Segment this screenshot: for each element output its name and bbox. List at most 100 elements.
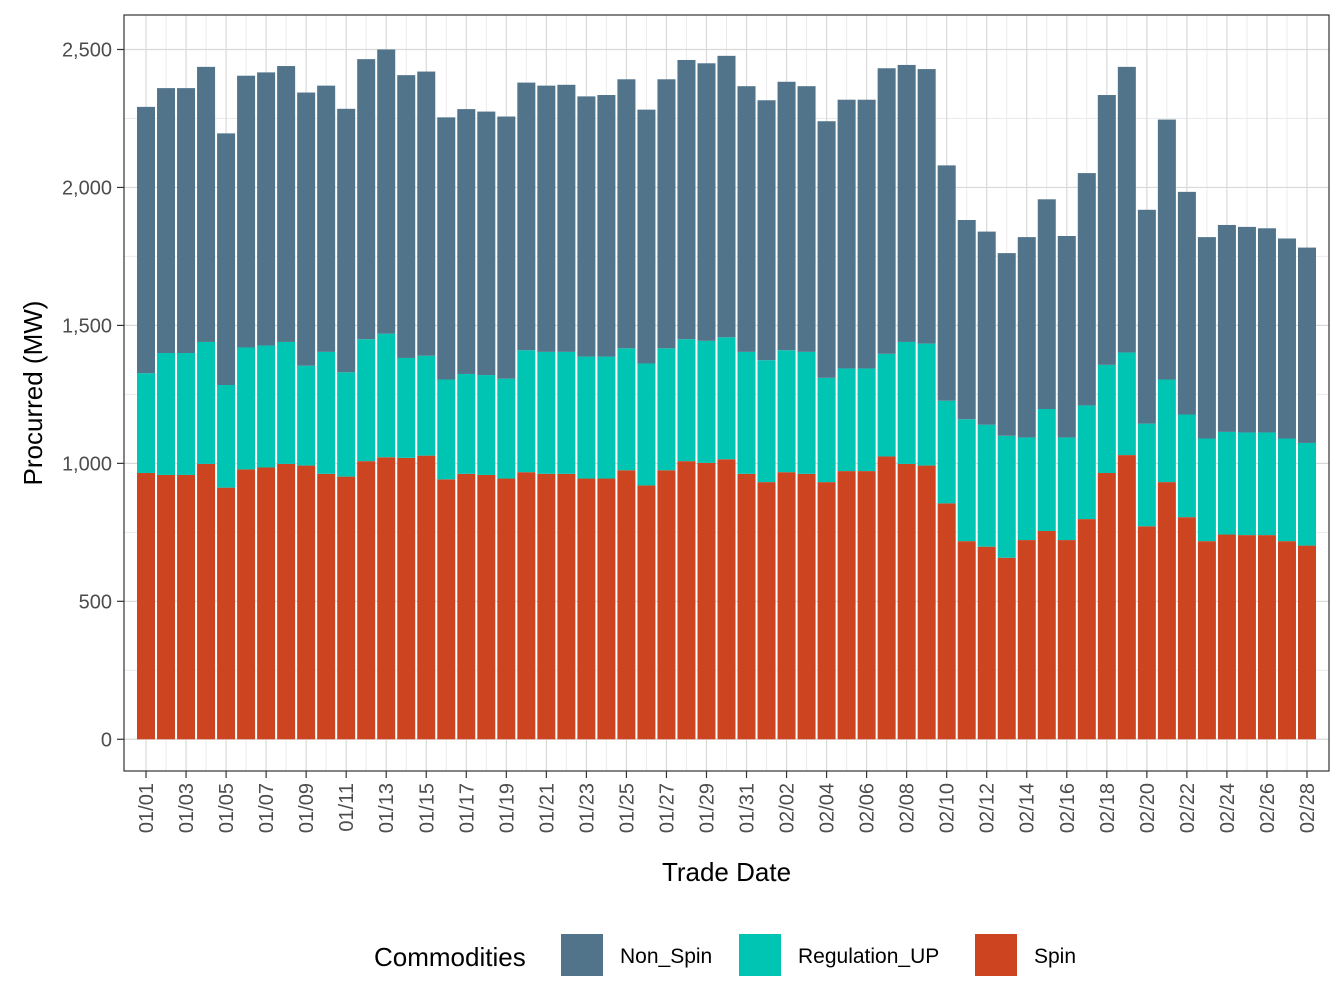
bar-spin-02-12 xyxy=(977,546,996,740)
bar-regulation-up-01-17 xyxy=(457,373,476,474)
bar-regulation-up-02-08 xyxy=(897,341,916,464)
bar-spin-01-21 xyxy=(537,473,556,740)
y-tick-label: 2,000 xyxy=(62,177,112,199)
bar-regulation-up-02-28 xyxy=(1297,442,1316,546)
bar-regulation-up-01-21 xyxy=(537,351,556,474)
bar-non-spin-02-08 xyxy=(897,64,916,342)
bar-spin-02-10 xyxy=(937,503,956,740)
bar-spin-01-29 xyxy=(697,462,716,740)
bar-non-spin-01-26 xyxy=(637,109,656,364)
x-tick-label: 01/25 xyxy=(616,783,638,833)
bar-spin-01-20 xyxy=(517,472,536,740)
bar-non-spin-01-07 xyxy=(257,72,276,346)
bar-spin-02-28 xyxy=(1297,545,1316,740)
bar-regulation-up-01-09 xyxy=(297,365,316,466)
bar-non-spin-02-07 xyxy=(877,68,896,354)
bar-non-spin-02-05 xyxy=(837,99,856,369)
bar-regulation-up-01-31 xyxy=(737,351,756,474)
bar-spin-01-06 xyxy=(237,469,256,740)
bar-regulation-up-01-30 xyxy=(717,337,736,460)
bar-non-spin-01-25 xyxy=(617,79,636,349)
bar-non-spin-02-20 xyxy=(1137,209,1156,424)
bar-spin-02-22 xyxy=(1177,517,1196,740)
bar-regulation-up-01-02 xyxy=(157,352,176,475)
bar-regulation-up-01-27 xyxy=(657,348,676,471)
bar-regulation-up-02-19 xyxy=(1117,352,1136,456)
bar-non-spin-02-10 xyxy=(937,165,956,401)
bar-regulation-up-02-11 xyxy=(957,419,976,542)
bar-regulation-up-02-12 xyxy=(977,424,996,547)
bar-non-spin-01-30 xyxy=(717,55,736,338)
x-tick-label: 01/05 xyxy=(216,783,238,833)
bar-regulation-up-02-04 xyxy=(817,377,836,483)
bar-non-spin-02-22 xyxy=(1177,191,1196,415)
bar-spin-02-04 xyxy=(817,482,836,740)
bar-non-spin-02-19 xyxy=(1117,66,1136,353)
bar-non-spin-02-28 xyxy=(1297,247,1316,443)
bar-non-spin-02-09 xyxy=(917,69,936,344)
bar-regulation-up-02-17 xyxy=(1077,405,1096,520)
bar-regulation-up-02-03 xyxy=(797,351,816,474)
bar-spin-02-06 xyxy=(857,471,876,740)
x-tick-label: 01/31 xyxy=(737,783,759,833)
bar-non-spin-01-06 xyxy=(237,75,256,348)
bar-non-spin-01-19 xyxy=(497,116,516,379)
bar-regulation-up-02-06 xyxy=(857,368,876,472)
bar-non-spin-01-09 xyxy=(297,92,316,366)
bar-spin-01-07 xyxy=(257,467,276,740)
bar-spin-02-09 xyxy=(917,465,936,740)
bar-regulation-up-01-19 xyxy=(497,378,516,479)
bar-regulation-up-01-01 xyxy=(137,373,156,474)
bar-spin-01-08 xyxy=(277,463,296,740)
bar-non-spin-01-21 xyxy=(537,85,556,352)
x-tick-label: 02/14 xyxy=(1017,783,1039,833)
bar-regulation-up-01-26 xyxy=(637,363,656,486)
bar-non-spin-02-04 xyxy=(817,121,836,378)
bar-spin-02-23 xyxy=(1197,541,1216,740)
bar-non-spin-01-02 xyxy=(157,88,176,353)
bar-non-spin-01-20 xyxy=(517,82,536,351)
legend-label-non-spin: Non_Spin xyxy=(620,945,712,968)
x-tick-label: 01/29 xyxy=(696,783,718,833)
bar-spin-01-05 xyxy=(217,487,236,740)
bar-regulation-up-02-10 xyxy=(937,400,956,504)
bar-spin-01-01 xyxy=(137,473,156,740)
x-tick-label: 01/11 xyxy=(336,783,358,832)
x-tick-label: 01/13 xyxy=(376,783,398,833)
bar-regulation-up-01-10 xyxy=(317,351,336,474)
bar-regulation-up-02-01 xyxy=(757,360,776,483)
bar-non-spin-01-14 xyxy=(397,75,416,358)
bar-non-spin-01-04 xyxy=(197,66,216,342)
bar-spin-01-28 xyxy=(677,461,696,740)
bar-spin-02-25 xyxy=(1237,535,1256,740)
bar-spin-01-30 xyxy=(717,459,736,740)
x-tick-label: 02/22 xyxy=(1177,783,1199,833)
bar-spin-01-11 xyxy=(337,476,356,740)
x-tick-label: 01/07 xyxy=(256,783,278,833)
bar-regulation-up-01-15 xyxy=(417,355,436,456)
bar-non-spin-01-11 xyxy=(337,108,356,373)
x-tick-label: 02/12 xyxy=(977,783,999,833)
bar-non-spin-02-21 xyxy=(1157,119,1176,380)
bar-spin-01-24 xyxy=(597,478,616,740)
bar-non-spin-01-18 xyxy=(477,111,496,376)
x-tick-label: 02/10 xyxy=(937,783,959,833)
bar-spin-01-04 xyxy=(197,463,216,740)
bar-spin-02-13 xyxy=(997,557,1016,740)
bar-spin-01-18 xyxy=(477,474,496,740)
bar-regulation-up-01-23 xyxy=(577,356,596,479)
bar-non-spin-02-03 xyxy=(797,86,816,352)
bar-spin-01-16 xyxy=(437,479,456,740)
bar-non-spin-01-31 xyxy=(737,86,756,352)
bar-regulation-up-02-18 xyxy=(1097,364,1116,474)
bar-non-spin-01-28 xyxy=(677,59,696,340)
bar-spin-02-14 xyxy=(1017,540,1036,740)
x-tick-label: 01/03 xyxy=(176,783,198,833)
bar-regulation-up-01-14 xyxy=(397,357,416,458)
bar-non-spin-01-05 xyxy=(217,133,236,385)
bar-non-spin-02-18 xyxy=(1097,95,1116,365)
bar-spin-01-23 xyxy=(577,478,596,740)
bar-non-spin-02-27 xyxy=(1277,238,1296,439)
bar-spin-02-15 xyxy=(1037,530,1056,740)
bar-non-spin-02-11 xyxy=(957,220,976,420)
